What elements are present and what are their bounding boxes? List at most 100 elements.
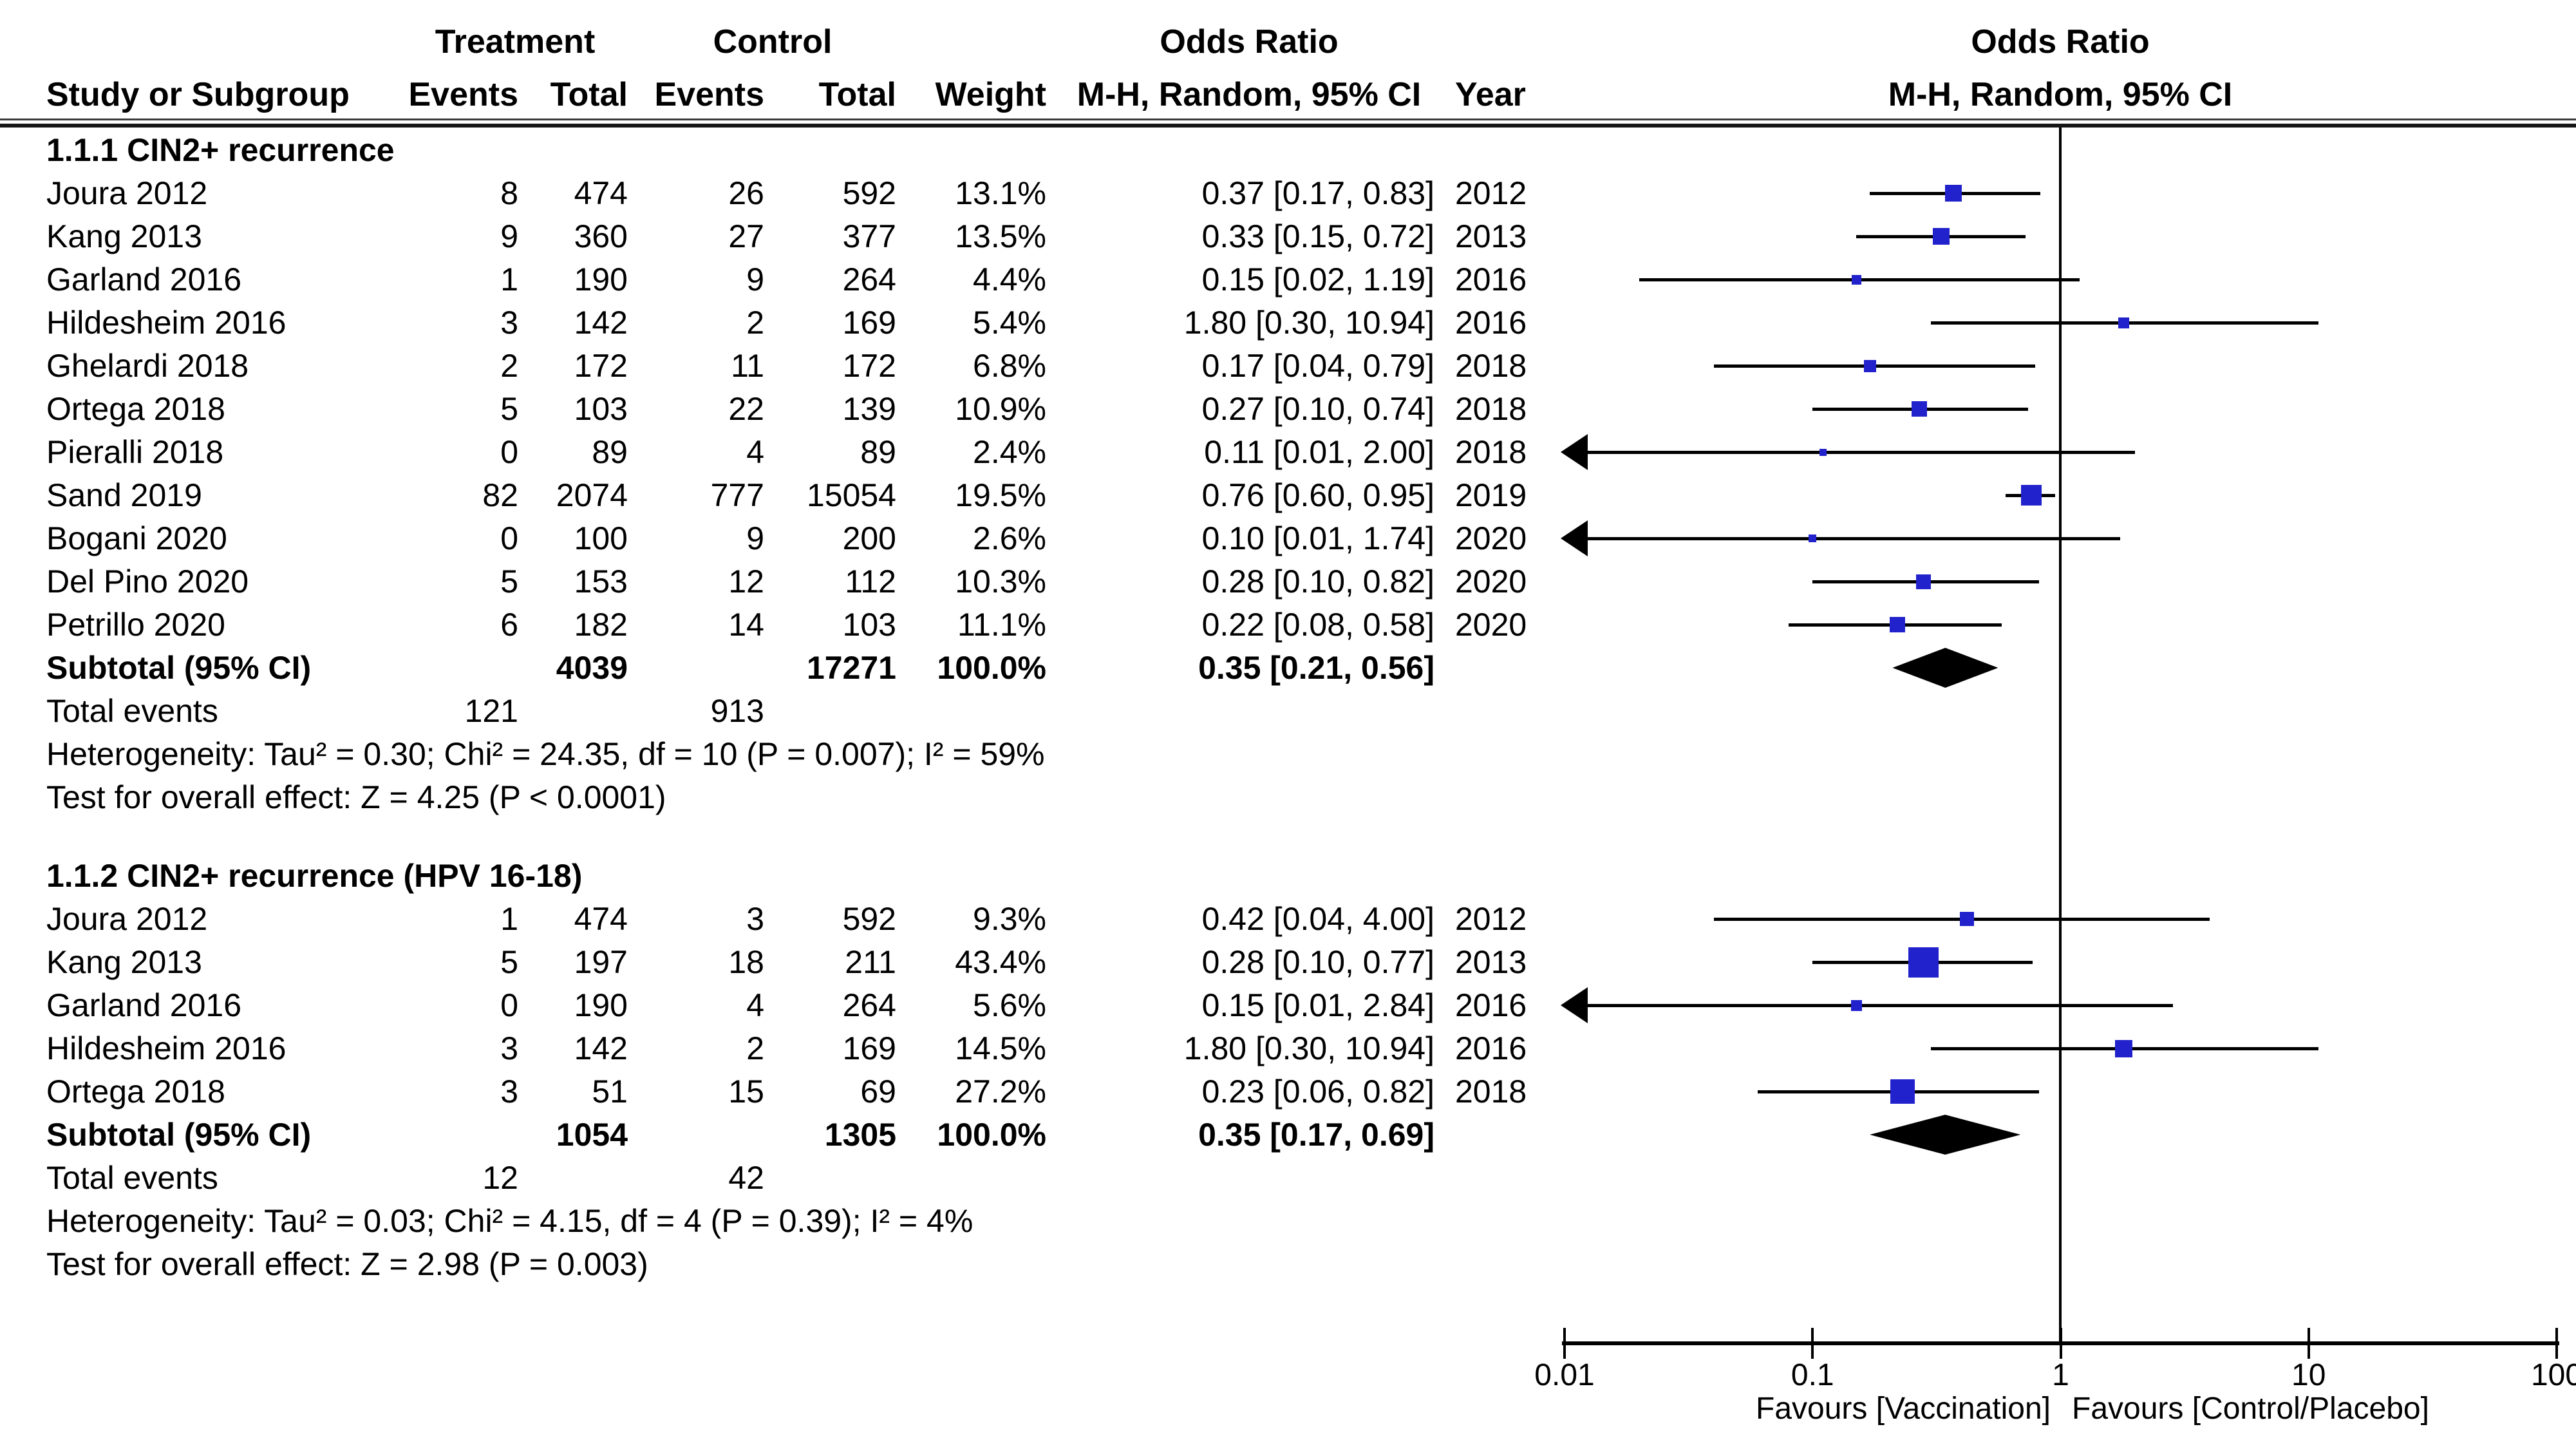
treatment-events-header: Events bbox=[408, 76, 518, 113]
control-total-value: 69 bbox=[860, 1073, 896, 1110]
treatment-total-value: 103 bbox=[574, 391, 628, 427]
header-separator-thin-line bbox=[0, 118, 2576, 120]
control-events-value: 2 bbox=[746, 1030, 764, 1066]
study-label: Del Pino 2020 bbox=[46, 563, 249, 600]
study-label: Petrillo 2020 bbox=[46, 607, 225, 643]
subtotal-label: Subtotal (95% CI) bbox=[46, 1117, 312, 1153]
year-value: 2018 bbox=[1455, 434, 1527, 470]
plot-mh-random-ci-header: M-H, Random, 95% CI bbox=[1888, 76, 2233, 113]
weight-value: 9.3% bbox=[973, 901, 1046, 937]
study-label: Ortega 2018 bbox=[46, 1073, 225, 1110]
weight-value: 2.6% bbox=[973, 520, 1046, 556]
odds-ratio-ci-text: 0.76 [0.60, 0.95] bbox=[1201, 477, 1434, 513]
x-axis-tick-label: 0.01 bbox=[1534, 1358, 1595, 1392]
control-total-value: 89 bbox=[860, 434, 896, 470]
table-row: Ortega 2018 5 103 22 139 10.9% 0.27 [0.10, 0.7… bbox=[0, 388, 2576, 431]
odds-ratio-marker bbox=[2115, 1039, 2133, 1057]
control-events-value: 26 bbox=[728, 175, 764, 211]
control-events-value: 27 bbox=[728, 218, 764, 254]
control-total-value: 377 bbox=[842, 218, 896, 254]
subtotal-odds-ratio-ci-text: 0.35 [0.21, 0.56] bbox=[1198, 650, 1434, 686]
control-total-value: 200 bbox=[842, 520, 896, 556]
total-events-treatment: 12 bbox=[482, 1160, 518, 1196]
table-row: Joura 2012 8 474 26 592 13.1% 0.37 [0.17, 0.83… bbox=[0, 172, 2576, 215]
table-row: Heterogeneity: Tau² = 0.30; Chi² = 24.35… bbox=[0, 733, 2576, 776]
year-value: 2012 bbox=[1455, 175, 1527, 211]
treatment-events-value: 9 bbox=[500, 218, 518, 254]
year-value: 2016 bbox=[1455, 987, 1527, 1023]
year-value: 2012 bbox=[1455, 901, 1527, 937]
weight-header: Weight bbox=[935, 76, 1046, 113]
x-axis-tick bbox=[2307, 1328, 2310, 1359]
odds-ratio-ci-text: 0.15 [0.01, 2.84] bbox=[1201, 987, 1434, 1023]
control-events-value: 3 bbox=[746, 901, 764, 937]
odds-ratio-marker bbox=[1945, 185, 1962, 202]
table-row: Sand 2019 82 2074 777 15054 19.5% 0.76 [0.60, … bbox=[0, 474, 2576, 517]
control-total-value: 169 bbox=[842, 305, 896, 341]
table-row: Pieralli 2018 0 89 4 89 2.4% 0.11 [0.01, 2.00]… bbox=[0, 431, 2576, 474]
treatment-events-value: 0 bbox=[500, 434, 518, 470]
odds-ratio-ci-text: 0.11 [0.01, 2.00] bbox=[1204, 434, 1434, 470]
control-events-value: 15 bbox=[728, 1073, 764, 1110]
total-events-label: Total events bbox=[46, 1160, 218, 1196]
table-row: Total events 12 42 bbox=[0, 1157, 2576, 1200]
table-row: Garland 2016 0 190 4 264 5.6% 0.15 [0.01, 2.84… bbox=[0, 984, 2576, 1027]
control-total-value: 592 bbox=[842, 175, 896, 211]
table-row: Ghelardi 2018 2 172 11 172 6.8% 0.17 [0.04, 0.… bbox=[0, 345, 2576, 388]
total-events-control: 913 bbox=[710, 693, 764, 729]
control-total-value: 139 bbox=[842, 391, 896, 427]
treatment-total-value: 51 bbox=[592, 1073, 628, 1110]
weight-value: 5.6% bbox=[973, 987, 1046, 1023]
table-row: Total events 121 913 bbox=[0, 690, 2576, 733]
treatment-total-value: 100 bbox=[574, 520, 628, 556]
control-events-value: 9 bbox=[746, 261, 764, 298]
table-row: Heterogeneity: Tau² = 0.03; Chi² = 4.15,… bbox=[0, 1200, 2576, 1243]
treatment-events-value: 82 bbox=[482, 477, 518, 513]
weight-value: 4.4% bbox=[973, 261, 1046, 298]
control-total-value: 264 bbox=[842, 987, 896, 1023]
study-label: Kang 2013 bbox=[46, 944, 202, 980]
treatment-events-value: 0 bbox=[500, 987, 518, 1023]
confidence-interval-line bbox=[1585, 451, 2136, 454]
x-axis-tick-label: 1 bbox=[2052, 1358, 2069, 1392]
year-value: 2016 bbox=[1455, 305, 1527, 341]
treatment-total-value: 197 bbox=[574, 944, 628, 980]
treatment-total-value: 190 bbox=[574, 987, 628, 1023]
treatment-total-value: 474 bbox=[574, 175, 628, 211]
study-label: Joura 2012 bbox=[46, 175, 208, 211]
table-row: Ortega 2018 3 51 15 69 27.2% 0.23 [0.06, 0.82]… bbox=[0, 1070, 2576, 1113]
year-value: 2019 bbox=[1455, 477, 1527, 513]
odds-ratio-marker bbox=[1960, 912, 1975, 926]
total-events-control: 42 bbox=[728, 1160, 764, 1196]
odds-ratio-ci-text: 0.42 [0.04, 4.00] bbox=[1201, 901, 1434, 937]
subtotal-treatment-total: 1054 bbox=[556, 1117, 628, 1153]
reference-line bbox=[2059, 128, 2062, 1343]
treatment-events-value: 5 bbox=[500, 563, 518, 600]
table-row: Petrillo 2020 6 182 14 103 11.1% 0.22 [0.08, 0… bbox=[0, 603, 2576, 647]
control-events-value: 9 bbox=[746, 520, 764, 556]
table-row: Subtotal (95% CI) 1054 1305 100.0% 0.35 [0.1… bbox=[0, 1113, 2576, 1157]
year-value: 2020 bbox=[1455, 520, 1527, 556]
control-events-value: 777 bbox=[710, 477, 764, 513]
subgroup-heading: 1.1.2 CIN2+ recurrence (HPV 16-18) bbox=[46, 858, 583, 894]
odds-ratio-ci-text: 0.37 [0.17, 0.83] bbox=[1201, 175, 1434, 211]
favours-right-label: Favours [Control/Placebo] bbox=[2072, 1392, 2429, 1426]
treatment-total-value: 89 bbox=[592, 434, 628, 470]
study-label: Sand 2019 bbox=[46, 477, 202, 513]
odds-ratio-marker bbox=[1908, 947, 1939, 978]
treatment-events-value: 3 bbox=[500, 305, 518, 341]
year-value: 2013 bbox=[1455, 218, 1527, 254]
x-axis-tick bbox=[1811, 1328, 1814, 1359]
confidence-interval-line bbox=[1585, 1004, 2174, 1007]
treatment-events-value: 5 bbox=[500, 944, 518, 980]
table-row: Bogani 2020 0 100 9 200 2.6% 0.10 [0.01, 1.74]… bbox=[0, 517, 2576, 560]
weight-value: 19.5% bbox=[955, 477, 1046, 513]
control-events-value: 18 bbox=[728, 944, 764, 980]
table-row: 1.1.2 CIN2+ recurrence (HPV 16-18) bbox=[0, 855, 2576, 898]
control-events-header: Events bbox=[654, 76, 764, 113]
odds-ratio-ci-text: 0.10 [0.01, 1.74] bbox=[1201, 520, 1434, 556]
subtotal-label: Subtotal (95% CI) bbox=[46, 650, 312, 686]
control-total-header: Total bbox=[818, 76, 896, 113]
